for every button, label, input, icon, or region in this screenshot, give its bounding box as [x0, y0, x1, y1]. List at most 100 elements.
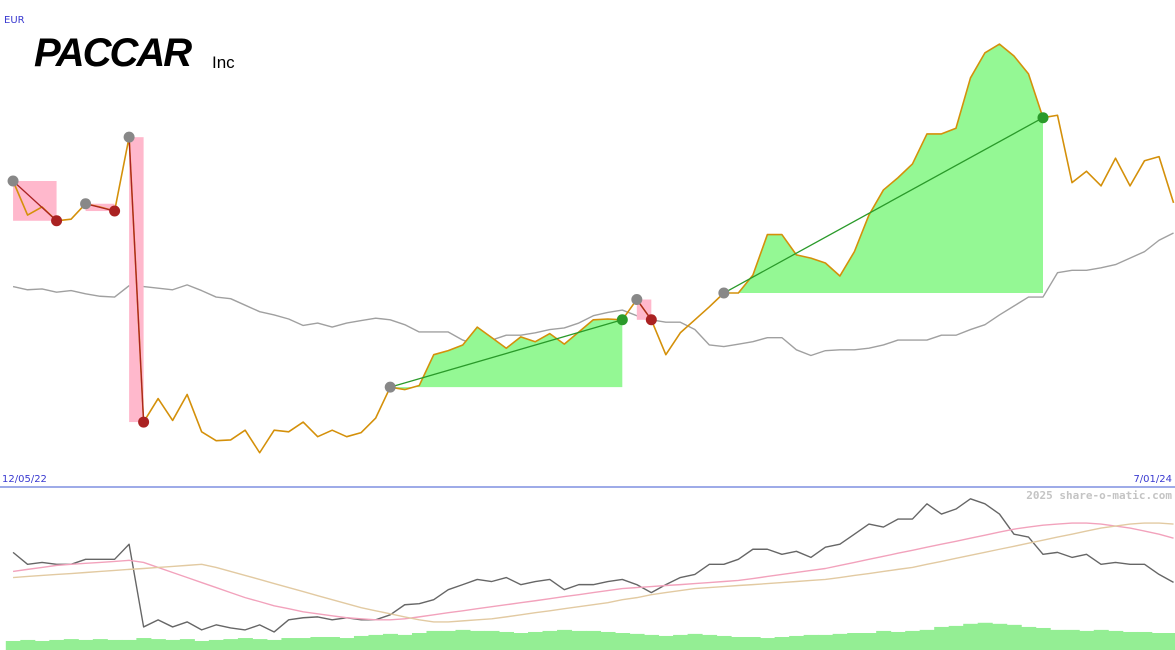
bar [150, 639, 166, 650]
bar [934, 626, 950, 650]
x-range-start: 12/05/22 [2, 474, 47, 485]
bar [324, 636, 340, 650]
bar [339, 638, 355, 650]
trade-line [723, 117, 1044, 294]
bar [208, 639, 224, 650]
series-line [12, 43, 1175, 454]
bar [266, 639, 282, 650]
bar [760, 638, 776, 650]
bar [818, 634, 834, 650]
bar [426, 630, 442, 650]
bar [629, 633, 645, 650]
bar [847, 633, 863, 650]
bar [295, 638, 311, 650]
trade-gain-area [390, 318, 623, 390]
trade-exit [138, 416, 150, 428]
bar [1006, 624, 1022, 650]
bar [557, 629, 573, 650]
bar [499, 631, 515, 650]
bar [673, 634, 689, 650]
bar [687, 633, 703, 650]
bar [876, 630, 892, 650]
bar [281, 638, 297, 650]
trade-exit [109, 205, 121, 217]
bar [194, 640, 210, 650]
bar [455, 629, 471, 650]
trade-entry [718, 287, 730, 299]
watermark: 2025 share-o-matic.com [1026, 489, 1172, 502]
series-line [13, 522, 1174, 623]
bar [528, 631, 544, 650]
bar [237, 638, 253, 650]
bar [1079, 630, 1095, 650]
bar [600, 631, 616, 650]
series-line [12, 498, 1174, 633]
bar [977, 622, 993, 650]
logo-suffix: Inc [212, 53, 235, 72]
bar [948, 625, 964, 650]
trade-entry [631, 294, 643, 306]
bar [107, 639, 123, 650]
bar [179, 639, 195, 650]
bar [78, 639, 94, 650]
bar [513, 633, 529, 650]
trade-entry [123, 131, 135, 143]
bar [1050, 629, 1066, 650]
bar [1108, 630, 1124, 650]
marks-layer [5, 43, 1175, 650]
bar [411, 633, 427, 650]
trade-exit [645, 314, 657, 326]
bar [1064, 629, 1080, 650]
bar [586, 630, 602, 650]
bar [353, 635, 369, 650]
bar [49, 639, 65, 650]
bar [1166, 633, 1175, 650]
bar [803, 634, 819, 650]
bar [615, 633, 631, 650]
bar [731, 636, 747, 650]
bar [252, 639, 268, 650]
trade-entry [7, 175, 19, 187]
bar [382, 633, 398, 650]
bar [63, 639, 79, 650]
x-range-end: 7/01/24 [1133, 474, 1172, 485]
bar [832, 633, 848, 650]
logo: PACCAR [34, 31, 192, 75]
bar [20, 639, 36, 650]
bar [1093, 629, 1109, 650]
bar [1151, 633, 1167, 650]
bar [1122, 631, 1138, 650]
bar [136, 638, 152, 650]
bar [861, 633, 877, 650]
text-layer: EUR PACCAR Inc 12/05/22 7/01/24 2025 sha… [2, 15, 1172, 502]
bar [165, 639, 181, 650]
y-axis-label: EUR [4, 15, 25, 26]
series-line [12, 522, 1174, 621]
bar [1137, 631, 1153, 650]
bar [484, 630, 500, 650]
bar [92, 639, 108, 650]
bar [121, 639, 137, 650]
bar [774, 636, 790, 650]
trade-entry [80, 198, 92, 210]
trade-entry [384, 381, 396, 393]
bar [397, 634, 413, 650]
trade-gain-area [723, 44, 1043, 294]
bar [34, 640, 50, 650]
bar [745, 636, 761, 650]
bar [368, 634, 384, 650]
trade-exit [51, 215, 63, 227]
bar [890, 631, 906, 650]
bar [223, 639, 239, 650]
bar [571, 630, 587, 650]
bar [310, 636, 326, 650]
bar [542, 630, 558, 650]
trade-line [12, 180, 58, 222]
bar [658, 635, 674, 650]
bar [644, 634, 660, 650]
bar [1021, 626, 1037, 650]
bar [716, 635, 732, 650]
bar [440, 630, 456, 650]
